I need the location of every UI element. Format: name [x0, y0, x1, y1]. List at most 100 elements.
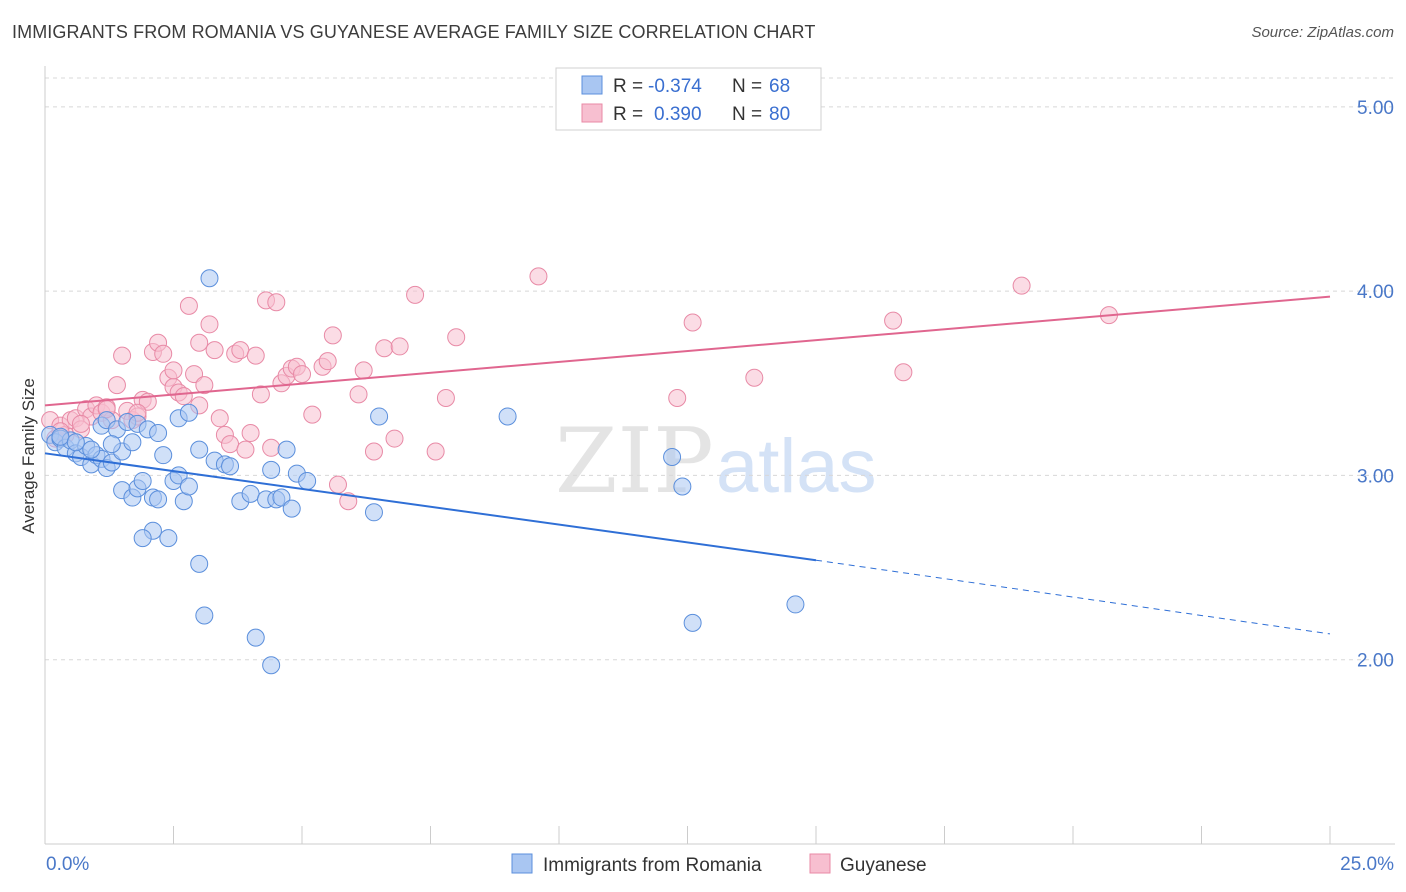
romania-point-49 — [262, 460, 281, 479]
romania-point-26 — [149, 424, 168, 443]
legend-r-value-pink: 0.390 — [654, 104, 702, 125]
guyanese-point-32 — [205, 341, 224, 360]
guyanese-point-26 — [174, 387, 193, 406]
legend-swatch-pink — [581, 103, 603, 123]
romania-point-60 — [663, 448, 682, 466]
romania-point-30 — [149, 490, 168, 509]
guyanese-point-29 — [190, 333, 209, 352]
legend-r-value-blue: -0.374 — [648, 76, 702, 97]
romania-point-28 — [133, 529, 152, 548]
x-tick-label-max: 25.0% — [1340, 854, 1394, 875]
guyanese-point-55 — [339, 492, 358, 511]
guyanese-point-72 — [1012, 276, 1031, 295]
x-tick-label-min: 0.0% — [46, 854, 89, 875]
axes — [44, 66, 1395, 845]
legend-r-label-pink: R = — [613, 104, 643, 125]
guyanese-point-50 — [303, 405, 322, 424]
guyanese-point-67 — [668, 389, 687, 408]
romania-point-36 — [179, 403, 198, 422]
guyanese-point-66 — [529, 267, 548, 286]
y-tick-label-0: 2.00 — [1357, 651, 1394, 672]
guyanese-point-22 — [154, 344, 173, 363]
watermark-zip: ZIP — [555, 409, 714, 514]
trend-lines — [44, 295, 1331, 635]
romania-points — [41, 269, 805, 675]
guyanese-point-41 — [251, 385, 270, 404]
romania-point-40 — [195, 606, 214, 625]
y-tick-label-3: 5.00 — [1357, 98, 1394, 119]
series-legend: Immigrants from Romania Guyanese — [511, 853, 927, 876]
guyanese-point-65 — [447, 328, 466, 347]
y-tick-label-1: 3.00 — [1357, 466, 1394, 487]
guyanese-trend-line — [44, 295, 1331, 407]
romania-point-47 — [246, 628, 265, 647]
romania-point-41 — [200, 269, 219, 288]
series-legend-label-romania: Immigrants from Romania — [543, 855, 762, 876]
romania-point-18 — [123, 433, 142, 452]
guyanese-point-75 — [71, 414, 90, 433]
guyanese-point-33 — [210, 409, 229, 428]
romania-point-29 — [154, 446, 173, 465]
guyanese-point-40 — [246, 346, 265, 365]
source-label: Source: ZipAtlas.com — [1251, 24, 1394, 41]
legend-n-value-blue: 68 — [769, 76, 790, 97]
guyanese-point-49 — [293, 365, 311, 384]
guyanese-point-30 — [195, 376, 214, 395]
guyanese-point-38 — [236, 440, 255, 459]
stats-legend: R = -0.374 N = 68 R = 0.390 N = 80 — [555, 67, 822, 131]
legend-n-label-pink: N = — [732, 104, 762, 125]
guyanese-point-53 — [323, 326, 342, 345]
romania-point-53 — [282, 499, 301, 518]
series-legend-swatch-guyanese — [809, 853, 831, 874]
guyanese-point-64 — [436, 389, 455, 408]
romania-point-66 — [82, 440, 101, 459]
y-axis-title: Average Family Size — [19, 378, 38, 534]
romania-point-56 — [262, 656, 281, 675]
guyanese-point-14 — [113, 346, 132, 365]
guyanese-point-31 — [200, 315, 219, 334]
guyanese-point-58 — [364, 442, 383, 461]
romania-point-62 — [683, 613, 702, 632]
romania-point-51 — [272, 488, 291, 507]
chart-title: IMMIGRANTS FROM ROMANIA VS GUYANESE AVER… — [12, 22, 816, 42]
guyanese-point-27 — [179, 296, 198, 315]
series-legend-swatch-romania — [511, 853, 533, 874]
guyanese-point-13 — [107, 376, 126, 395]
watermark: ZIP atlas — [555, 409, 877, 514]
romania-point-67 — [102, 435, 121, 454]
romania-point-65 — [66, 433, 85, 452]
y-tick-labels: 2.00 3.00 4.00 5.00 — [1357, 98, 1394, 672]
guyanese-point-56 — [349, 385, 368, 404]
grid — [45, 77, 1395, 661]
romania-point-39 — [190, 554, 209, 573]
y-tick-label-2: 4.00 — [1357, 282, 1394, 303]
romania-point-38 — [190, 440, 209, 459]
romania-trend-line — [44, 452, 817, 562]
guyanese-point-37 — [231, 341, 250, 360]
romania-point-57 — [364, 503, 383, 522]
guyanese-point-78 — [164, 361, 183, 380]
legend-r-label-blue: R = — [613, 76, 643, 97]
romania-point-37 — [179, 477, 198, 496]
legend-n-label-blue: N = — [732, 76, 762, 97]
romania-point-44 — [221, 457, 240, 476]
guyanese-point-35 — [221, 435, 240, 454]
series-legend-label-guyanese: Guyanese — [840, 855, 927, 876]
guyanese-point-69 — [745, 368, 764, 387]
romania-point-31 — [159, 529, 178, 548]
romania-point-58 — [370, 407, 389, 426]
legend-n-value-pink: 80 — [769, 104, 790, 125]
romania-trend-extension — [815, 559, 1331, 635]
guyanese-point-59 — [375, 339, 394, 358]
romania-point-64 — [51, 427, 70, 446]
guyanese-point-43 — [262, 438, 281, 457]
romania-point-61 — [673, 477, 692, 496]
romania-point-55 — [298, 471, 317, 490]
guyanese-point-28 — [185, 365, 204, 384]
guyanese-point-54 — [328, 475, 347, 494]
guyanese-point-60 — [385, 429, 404, 448]
romania-point-63 — [786, 595, 805, 614]
guyanese-point-68 — [683, 313, 702, 332]
guyanese-point-70 — [884, 311, 903, 330]
